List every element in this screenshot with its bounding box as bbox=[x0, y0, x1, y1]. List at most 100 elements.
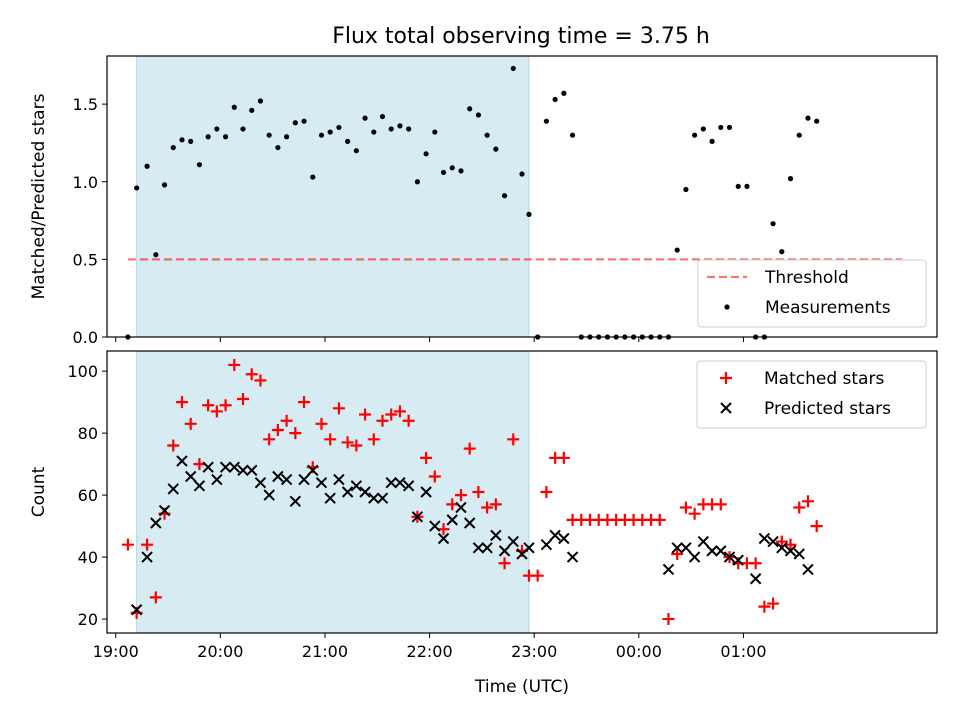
matched-star-point bbox=[237, 393, 250, 406]
measurement-point bbox=[231, 104, 237, 110]
x-axis-label: Time (UTC) bbox=[474, 677, 569, 697]
matched-star-point bbox=[420, 451, 433, 464]
matched-star-point bbox=[498, 557, 511, 570]
measurement-point bbox=[692, 132, 698, 138]
measurement-point bbox=[301, 118, 307, 124]
measurement-point bbox=[458, 168, 464, 174]
measurement-point bbox=[379, 113, 386, 120]
matched-star-point bbox=[775, 535, 788, 548]
matched-star-point bbox=[263, 433, 276, 446]
measurement-point bbox=[205, 134, 211, 140]
measurement-point bbox=[214, 126, 220, 132]
matched-star-point bbox=[280, 414, 293, 427]
predicted-star-point bbox=[184, 470, 197, 483]
predicted-star-point bbox=[394, 476, 406, 489]
legend-predicted-swatch bbox=[720, 402, 732, 414]
predicted-star-point bbox=[776, 542, 788, 554]
x-tick-label: 01:00 bbox=[720, 642, 766, 661]
matched-star-point bbox=[507, 433, 520, 446]
measurement-point bbox=[249, 107, 255, 113]
predicted-star-point bbox=[298, 473, 310, 486]
predicted-star-point bbox=[758, 532, 771, 545]
predicted-star-point bbox=[202, 461, 214, 473]
measurement-point bbox=[161, 182, 168, 188]
predicted-star-point bbox=[193, 480, 206, 492]
matched-star-point bbox=[245, 368, 258, 381]
predicted-star-point bbox=[498, 545, 511, 557]
measurement-point bbox=[744, 183, 750, 190]
predicted-star-point bbox=[688, 551, 701, 563]
legend-matched-swatch bbox=[720, 372, 732, 384]
measurement-point bbox=[179, 137, 185, 143]
measurement-point bbox=[153, 252, 159, 258]
matched-star-point bbox=[393, 405, 406, 418]
matched-star-point bbox=[463, 442, 476, 455]
measurement-point bbox=[284, 134, 290, 140]
predicted-star-point bbox=[490, 529, 502, 542]
legend-label: Measurements bbox=[765, 298, 891, 318]
count-panel: 20 40 60 80 100 19:00 20:00 21:00 22:00 23:00 00:0… bbox=[29, 350, 938, 697]
measurement-point bbox=[327, 129, 333, 135]
y-tick-label: 20 bbox=[78, 610, 98, 629]
measurement-point bbox=[310, 174, 316, 180]
ratio-panel: 0.0 0.5 1.0 1.5 Matched/Predicted stars Thres… bbox=[29, 55, 938, 347]
matched-star-point bbox=[688, 507, 701, 520]
predicted-star-point bbox=[472, 542, 485, 554]
matched-star-point bbox=[428, 470, 441, 483]
matched-star-point bbox=[784, 538, 797, 551]
predicted-star-point bbox=[662, 563, 675, 576]
predicted-star-point bbox=[411, 511, 424, 523]
measurement-point bbox=[266, 132, 272, 138]
measurement-point bbox=[735, 183, 741, 190]
matched-star-point bbox=[714, 498, 727, 511]
legend-label: Predicted stars bbox=[764, 399, 891, 419]
measurement-point bbox=[796, 132, 802, 138]
measurement-point bbox=[345, 138, 351, 144]
matched-star-point bbox=[359, 408, 372, 421]
predicted-star-point bbox=[437, 532, 450, 545]
measurement-point bbox=[292, 120, 298, 126]
y-tick-label: 100 bbox=[67, 362, 98, 381]
measurement-point bbox=[484, 132, 490, 138]
predicted-star-point bbox=[350, 480, 363, 492]
matched-star-point bbox=[402, 414, 415, 427]
predicted-star-point bbox=[385, 476, 397, 489]
predicted-star-point bbox=[706, 545, 718, 557]
measurement-point bbox=[475, 112, 482, 118]
matched-star-point bbox=[767, 597, 780, 610]
x-tick-label: 23:00 bbox=[511, 642, 557, 661]
predicted-star-point bbox=[141, 551, 153, 563]
predicted-star-point bbox=[219, 461, 232, 473]
matched-star-point bbox=[332, 402, 345, 415]
predicted-star-point bbox=[324, 492, 336, 504]
y-tick-label: 0.5 bbox=[73, 250, 98, 269]
predicted-star-point bbox=[211, 473, 223, 486]
measurement-point bbox=[700, 126, 706, 132]
predicted-star-point bbox=[341, 486, 354, 498]
predicted-star-point bbox=[540, 538, 553, 551]
predicted-star-point bbox=[228, 461, 240, 473]
measurement-point bbox=[222, 134, 229, 140]
measurement-point bbox=[275, 144, 281, 151]
measurement-point bbox=[449, 165, 455, 171]
matched-star-point bbox=[540, 486, 553, 498]
measurement-point bbox=[510, 65, 516, 72]
matched-star-point bbox=[350, 439, 363, 452]
measurement-point bbox=[170, 144, 176, 151]
predicted-star-point bbox=[549, 529, 561, 542]
y-tick-label: 0.0 bbox=[73, 328, 98, 347]
matched-star-point bbox=[271, 424, 284, 437]
measurement-point bbox=[196, 162, 203, 168]
measurement-point bbox=[188, 138, 194, 144]
measurement-point bbox=[561, 90, 567, 96]
y-tick-label: 1.5 bbox=[73, 95, 98, 114]
matched-star-point bbox=[193, 458, 206, 471]
matched-star-point bbox=[557, 451, 570, 464]
measurement-point bbox=[423, 151, 429, 157]
matched-star-point bbox=[324, 433, 337, 446]
matched-star-point bbox=[446, 498, 459, 511]
measurement-point bbox=[467, 106, 473, 112]
matched-star-point bbox=[254, 374, 267, 387]
measurement-point bbox=[388, 126, 394, 132]
